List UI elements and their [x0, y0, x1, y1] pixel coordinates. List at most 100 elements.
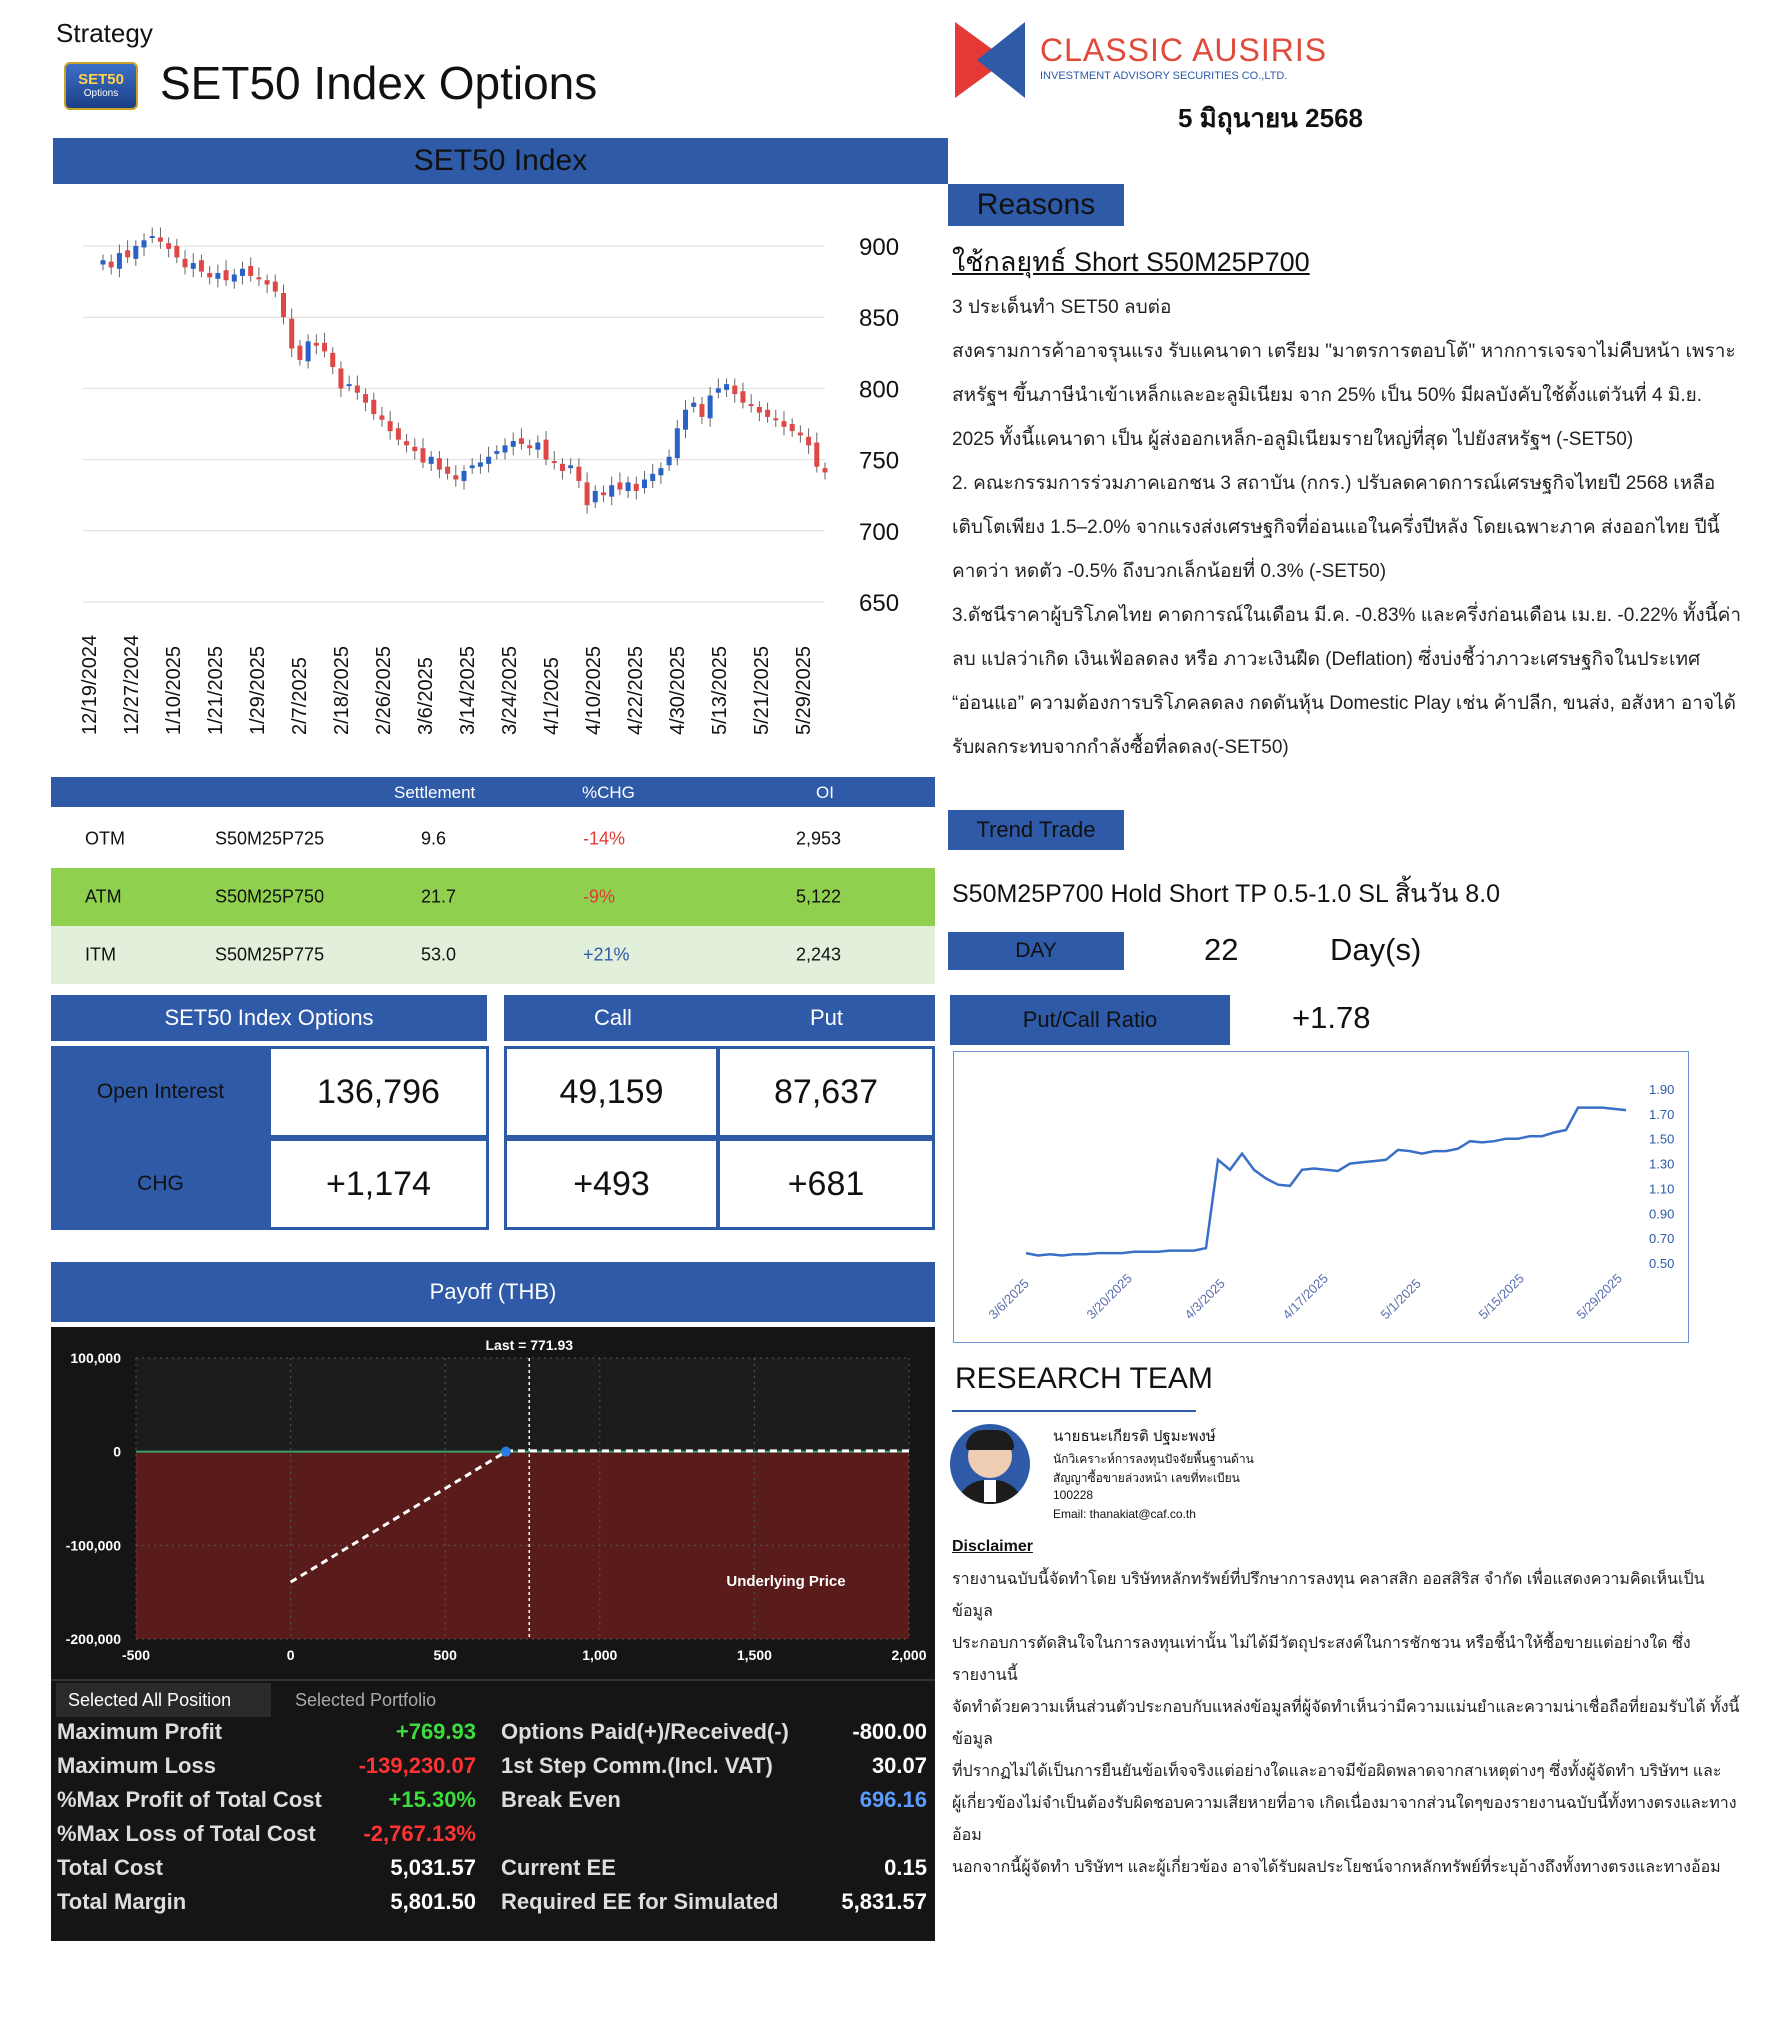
stat-label: Total Margin	[57, 1889, 187, 1914]
x-tick-label: 2,000	[891, 1647, 926, 1663]
trend-trade-title: Trend Trade	[948, 810, 1124, 850]
candle-body	[338, 368, 344, 389]
y-tick-label: 1.50	[1649, 1132, 1674, 1147]
y-tick-label: 0.50	[1649, 1256, 1674, 1271]
candle-body	[486, 456, 492, 464]
profit-region	[136, 1358, 909, 1452]
candle-body	[797, 432, 803, 436]
candle-body	[576, 466, 582, 481]
logo-text: SET50	[78, 71, 124, 88]
candle-body	[395, 428, 401, 440]
candle-body	[609, 485, 615, 497]
reason-paragraph: 3 ประเด็นทำ SET50 ลบต่อ	[952, 297, 1172, 318]
pcr-label-text: Put/Call Ratio	[1022, 1007, 1158, 1032]
candle-body	[715, 388, 721, 393]
reason-paragraph: 3.ดัชนีราคาผู้บริโภคไทย คาดการณ์ในเดือน …	[952, 605, 1742, 758]
disclaimer-body: รายงานฉบับนี้จัดทำโดย บริษัทหลักทรัพย์ที…	[952, 1564, 1742, 1884]
x-tick-label: 2/26/2025	[373, 646, 395, 735]
disclaimer-line: นอกจากนี้ผู้จัดทำ บริษัทฯ และผู้เกี่ยวข้…	[952, 1859, 1721, 1876]
page-title: SET50 Index Options	[160, 57, 598, 109]
stat-label: Current EE	[501, 1855, 616, 1880]
payoff-title: Payoff (THB)	[51, 1262, 935, 1322]
candle-body	[157, 237, 163, 242]
stat-label: Break Even	[501, 1787, 621, 1812]
pcr-chart-frame: 1.90 1.70 1.50 1.30 1.10 0.90 0.70 0.50 3/6/2025…	[953, 1051, 1689, 1343]
x-axis-label: Underlying Price	[726, 1573, 845, 1590]
analyst-role-2: สัญญาซื้อขายล่วงหน้า เลขที่ทะเบียน	[1053, 1471, 1240, 1485]
candle-body	[354, 385, 360, 393]
pcr-line-chart: 1.90 1.70 1.50 1.30 1.10 0.90 0.70 0.50 3/6/2025…	[986, 1082, 1675, 1323]
candle-body	[822, 468, 828, 473]
candle-body	[330, 352, 336, 368]
stat-value: +769.93	[395, 1719, 476, 1744]
stat-value: 5,031.57	[390, 1855, 476, 1880]
candle-body	[461, 470, 467, 481]
payoff-chart: 100,000 0 -100,000 -200,000-500 0 500 1,000 1,5…	[66, 1337, 927, 1663]
moneyness-cell: OTM	[85, 828, 125, 849]
x-tick-label: 2/7/2025	[289, 657, 311, 735]
x-tick-label: 5/13/2025	[709, 646, 731, 735]
tab-selected-portfolio[interactable]: Selected Portfolio	[295, 1689, 437, 1710]
strategy-label: Strategy	[56, 18, 153, 48]
stat-value: 30.07	[871, 1753, 927, 1778]
th-chg: %CHG	[582, 783, 635, 802]
candle-body	[568, 465, 574, 469]
candle-body	[100, 260, 106, 265]
x-tick-label: 1/29/2025	[247, 646, 269, 735]
candle-body	[436, 458, 442, 470]
stat-value: 696.16	[859, 1787, 927, 1812]
candle-body	[625, 482, 631, 491]
options-table-header: Settlement %CHG OI	[51, 777, 935, 807]
y-tick-label: 100,000	[70, 1350, 121, 1366]
candle-body	[281, 292, 286, 318]
table-row: ATM S50M25P750 21.7 -9% 5,122	[51, 868, 935, 926]
y-tick-label: 0.90	[1649, 1206, 1674, 1221]
x-tick-label: 1,500	[737, 1647, 772, 1663]
day-label-text: DAY	[1015, 939, 1057, 962]
analyst-email: Email: thanakiat@caf.co.th	[1053, 1507, 1196, 1521]
x-tick-label: 1/10/2025	[163, 646, 185, 735]
pcr-value: +1.78	[1292, 1000, 1371, 1035]
x-tick-label: 4/22/2025	[625, 646, 647, 735]
analyst-name: นายธนะเกียรติ ปฐมะพงษ์	[1053, 1428, 1216, 1445]
candle-body	[494, 451, 500, 454]
loss-region	[136, 1451, 909, 1639]
x-tick-label: 4/1/2025	[541, 657, 563, 735]
y-tick-label: -100,000	[66, 1537, 121, 1553]
reason-paragraph: สงครามการค้าอาจรุนแรง รับแคนาดา เตรียม "…	[952, 341, 1736, 450]
x-tick-label: 3/14/2025	[457, 646, 479, 735]
candle-body	[658, 468, 664, 476]
oi-cell: 2,243	[796, 944, 842, 965]
oi-panel-label: SET50 Index Options	[51, 995, 487, 1041]
candle-body	[387, 421, 393, 432]
x-tick-label: 1/21/2025	[205, 646, 227, 735]
candle-body	[231, 274, 237, 282]
disclaimer-line: ที่ปรากฏไม่ได้เป็นการยืนยันข้อเท็จจริงแต…	[952, 1763, 1722, 1780]
candle-body	[404, 441, 410, 446]
candle-body	[322, 342, 328, 352]
candle-body	[748, 404, 754, 407]
candle-body	[412, 446, 418, 452]
candle-body	[559, 463, 565, 471]
candle-body	[313, 342, 319, 346]
stat-label: Maximum Profit	[57, 1719, 223, 1744]
stat-value: 0.15	[884, 1855, 927, 1880]
candle-body	[617, 482, 623, 490]
stat-value: 5,831.57	[841, 1889, 927, 1914]
oi-cell: 5,122	[796, 886, 842, 907]
x-tick-label: 5/15/2025	[1476, 1271, 1528, 1323]
stat-value: -139,230.07	[358, 1753, 476, 1778]
trend-title-text: Trend Trade	[976, 817, 1096, 842]
candle-body	[814, 442, 820, 467]
index-panel-title: SET50 Index	[53, 138, 948, 184]
candle-body	[666, 456, 672, 466]
index-title-text: SET50 Index	[413, 144, 588, 177]
x-tick-label: 4/30/2025	[667, 646, 689, 735]
candle-body	[781, 421, 787, 427]
series-cell: S50M25P775	[215, 944, 325, 965]
y-tick-label: 1.90	[1649, 1082, 1674, 1097]
candle-body	[765, 409, 771, 417]
candle-body	[297, 345, 303, 360]
reasons-title: Reasons	[948, 184, 1124, 226]
tab-selected-all-position[interactable]: Selected All Position	[56, 1683, 271, 1717]
